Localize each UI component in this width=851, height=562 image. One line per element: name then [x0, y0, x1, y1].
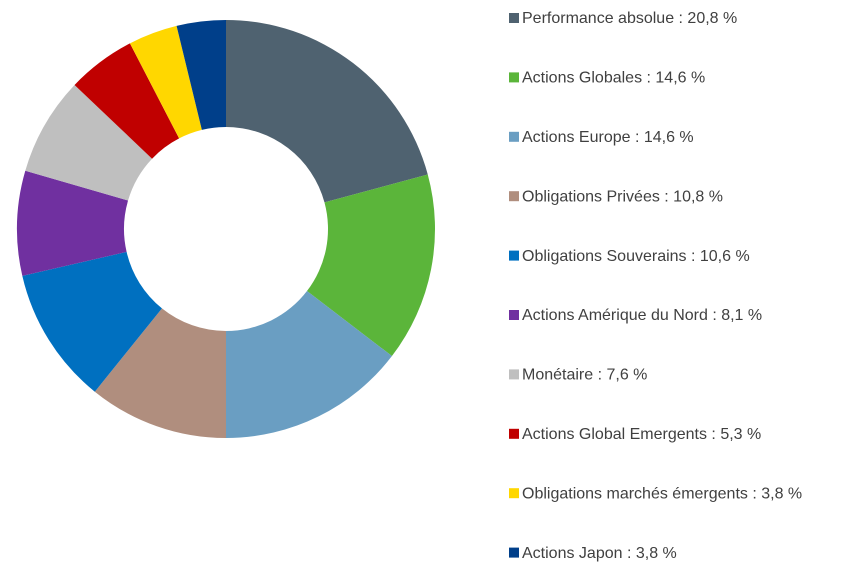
donut-slice: [25, 84, 153, 201]
legend-swatch: [509, 488, 519, 499]
legend-swatch: [509, 250, 519, 261]
legend-label: Actions Amérique du Nord : 8,1 %: [522, 307, 762, 324]
donut-slice: [129, 25, 202, 139]
donut-slice: [74, 43, 180, 159]
donut-slice: [16, 170, 129, 276]
legend-swatch: [509, 191, 519, 202]
legend-label: Obligations marchés émergents : 3,8 %: [522, 485, 802, 502]
legend-label: Obligations Privées : 10,8 %: [522, 188, 723, 205]
legend-swatch: [509, 428, 519, 439]
donut-slice: [94, 308, 227, 438]
donut-slice: [306, 174, 435, 357]
legend-swatch: [509, 131, 519, 142]
legend-label: Actions Europe : 14,6 %: [522, 129, 694, 146]
legend-swatch: [509, 369, 519, 380]
donut-slice: [22, 251, 162, 392]
legend-swatch: [509, 72, 519, 83]
donut-slice: [176, 20, 226, 130]
legend-label: Obligations Souverains : 10,6 %: [522, 248, 750, 265]
legend-label: Actions Japon : 3,8 %: [522, 545, 677, 562]
legend-label: Monétaire : 7,6 %: [522, 367, 647, 384]
legend-swatch: [509, 547, 519, 558]
legend-label: Actions Globales : 14,6 %: [522, 70, 705, 87]
legend-label: Actions Global Emergents : 5,3 %: [522, 426, 761, 443]
legend-label: Performance absolue : 20,8 %: [522, 10, 737, 27]
donut-slice: [226, 20, 428, 203]
donut-slice: [226, 291, 392, 438]
legend-swatch: [509, 13, 519, 23]
legend-swatch: [509, 310, 519, 320]
